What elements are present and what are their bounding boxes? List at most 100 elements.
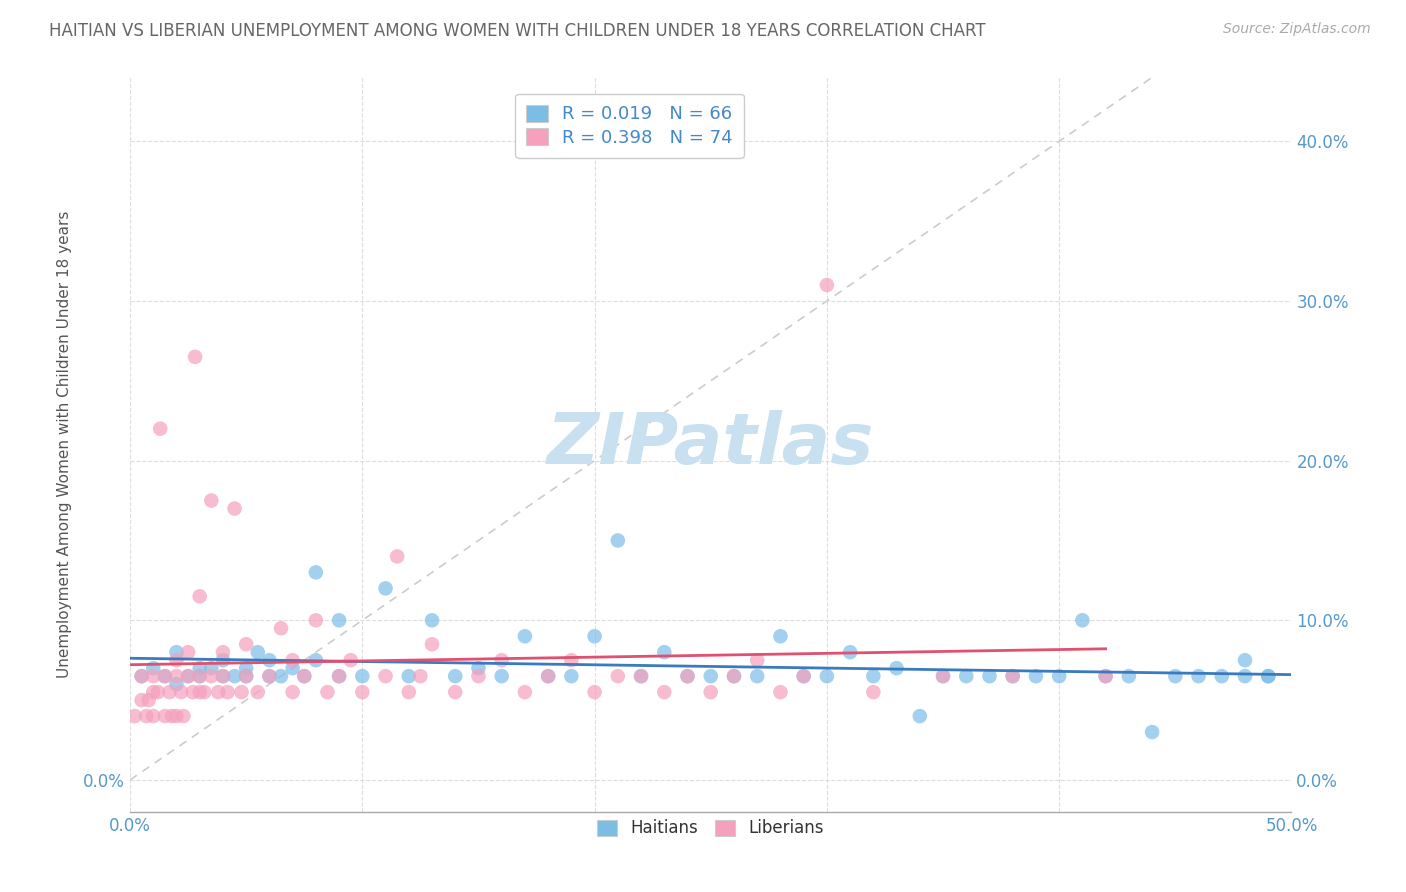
- Point: [1094, 669, 1116, 683]
- Point: [676, 669, 699, 683]
- Point: [513, 685, 536, 699]
- Point: [630, 669, 652, 683]
- Point: [200, 669, 222, 683]
- Point: [908, 709, 931, 723]
- Point: [235, 669, 257, 683]
- Point: [862, 669, 884, 683]
- Point: [328, 669, 350, 683]
- Point: [932, 669, 955, 683]
- Point: [166, 645, 188, 659]
- Point: [793, 669, 815, 683]
- Point: [328, 613, 350, 627]
- Point: [630, 669, 652, 683]
- Point: [142, 685, 165, 699]
- Point: [166, 709, 188, 723]
- Point: [281, 685, 304, 699]
- Point: [606, 533, 628, 548]
- Point: [932, 669, 955, 683]
- Point: [886, 661, 908, 675]
- Text: Source: ZipAtlas.com: Source: ZipAtlas.com: [1223, 22, 1371, 37]
- Point: [815, 669, 838, 683]
- Point: [652, 685, 675, 699]
- Point: [1233, 669, 1256, 683]
- Point: [200, 493, 222, 508]
- Point: [420, 613, 443, 627]
- Point: [444, 669, 467, 683]
- Point: [159, 685, 181, 699]
- Point: [166, 677, 188, 691]
- Point: [955, 669, 977, 683]
- Point: [1071, 613, 1094, 627]
- Point: [1257, 669, 1279, 683]
- Point: [270, 669, 292, 683]
- Point: [181, 685, 204, 699]
- Point: [444, 685, 467, 699]
- Point: [1211, 669, 1233, 683]
- Point: [491, 653, 513, 667]
- Point: [339, 653, 361, 667]
- Point: [270, 621, 292, 635]
- Point: [188, 669, 211, 683]
- Y-axis label: Unemployment Among Women with Children Under 18 years: Unemployment Among Women with Children U…: [58, 211, 72, 678]
- Point: [135, 709, 157, 723]
- Point: [160, 709, 183, 723]
- Point: [1118, 669, 1140, 683]
- Point: [652, 645, 675, 659]
- Point: [200, 661, 222, 675]
- Point: [769, 629, 792, 643]
- Point: [420, 637, 443, 651]
- Point: [188, 661, 211, 675]
- Point: [212, 645, 235, 659]
- Point: [138, 693, 160, 707]
- Point: [172, 709, 194, 723]
- Point: [747, 669, 769, 683]
- Point: [281, 661, 304, 675]
- Point: [676, 669, 699, 683]
- Point: [606, 669, 628, 683]
- Point: [153, 709, 176, 723]
- Point: [259, 669, 281, 683]
- Point: [131, 669, 153, 683]
- Point: [316, 685, 339, 699]
- Point: [292, 669, 315, 683]
- Legend: Haitians, Liberians: Haitians, Liberians: [591, 813, 831, 844]
- Point: [398, 685, 420, 699]
- Point: [352, 669, 374, 683]
- Point: [1025, 669, 1047, 683]
- Point: [1164, 669, 1187, 683]
- Point: [188, 685, 211, 699]
- Point: [723, 669, 745, 683]
- Point: [246, 645, 269, 659]
- Point: [305, 653, 328, 667]
- Point: [560, 653, 582, 667]
- Point: [700, 669, 723, 683]
- Point: [188, 669, 211, 683]
- Point: [177, 669, 200, 683]
- Point: [352, 685, 374, 699]
- Point: [142, 669, 165, 683]
- Point: [769, 685, 792, 699]
- Point: [217, 685, 239, 699]
- Point: [862, 685, 884, 699]
- Point: [166, 653, 188, 667]
- Point: [747, 653, 769, 667]
- Point: [246, 685, 269, 699]
- Point: [235, 637, 257, 651]
- Point: [1233, 653, 1256, 667]
- Point: [292, 669, 315, 683]
- Point: [149, 422, 172, 436]
- Point: [793, 669, 815, 683]
- Point: [259, 653, 281, 667]
- Point: [212, 653, 235, 667]
- Point: [212, 669, 235, 683]
- Point: [583, 685, 606, 699]
- Point: [305, 613, 328, 627]
- Point: [467, 669, 489, 683]
- Point: [305, 566, 328, 580]
- Point: [537, 669, 560, 683]
- Point: [166, 669, 188, 683]
- Point: [281, 653, 304, 667]
- Point: [124, 709, 146, 723]
- Point: [177, 645, 200, 659]
- Point: [839, 645, 862, 659]
